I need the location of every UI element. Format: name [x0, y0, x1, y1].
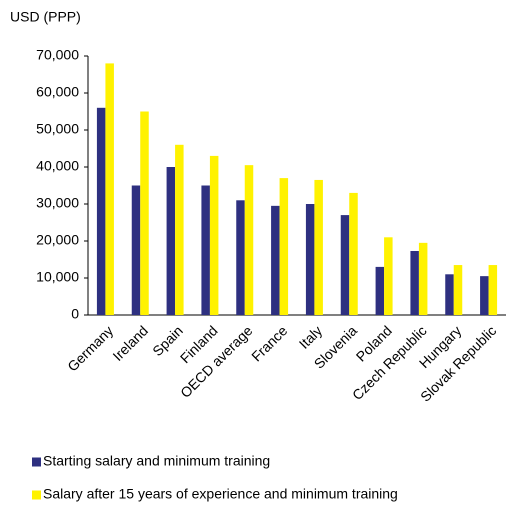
bar: [105, 63, 114, 316]
bar: [279, 178, 289, 315]
y-tick-label: 30,000: [36, 195, 79, 211]
bar: [209, 155, 219, 315]
bar: [140, 111, 149, 315]
bar: [445, 274, 454, 315]
y-tick-label: 50,000: [36, 121, 79, 137]
legend-swatch: [32, 457, 41, 467]
y-tick-label: 10,000: [36, 269, 79, 285]
bar: [314, 179, 323, 315]
bar: [201, 185, 210, 315]
bar: [480, 276, 489, 315]
y-axis-label: USD (PPP): [10, 9, 81, 25]
legend-swatch: [32, 490, 41, 500]
y-tick-label: 40,000: [36, 158, 79, 174]
bar: [384, 237, 393, 315]
x-tick-label: Germany: [64, 322, 116, 374]
bar: [488, 265, 498, 315]
bar: [349, 192, 358, 315]
x-tick-label: France: [248, 322, 290, 364]
bar: [418, 242, 428, 315]
y-tick-label: 60,000: [36, 84, 79, 100]
bar: [375, 266, 385, 315]
bar: [271, 205, 280, 315]
bar: [340, 215, 350, 315]
bar: [453, 265, 463, 315]
bar: [175, 144, 184, 315]
y-tick-label: 0: [71, 306, 79, 322]
bar: [236, 200, 245, 315]
y-tick-label: 70,000: [36, 47, 79, 63]
bar: [410, 250, 419, 315]
bar: [244, 165, 254, 315]
bar: [166, 167, 176, 315]
bar: [96, 107, 106, 315]
y-tick-label: 20,000: [36, 232, 79, 248]
legend-label: Starting salary and minimum training: [43, 453, 270, 469]
x-tick-label: Ireland: [109, 322, 151, 364]
bar: [131, 185, 141, 315]
legend-label: Salary after 15 years of experience and …: [43, 486, 398, 502]
x-tick-label: Italy: [296, 322, 325, 351]
bar: [305, 204, 315, 315]
